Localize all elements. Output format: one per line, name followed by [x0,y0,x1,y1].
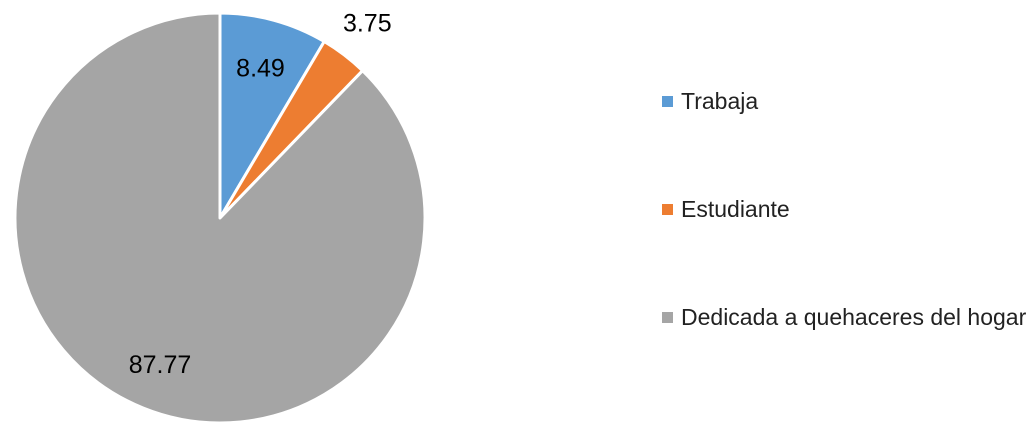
data-label: 8.49 [236,54,285,82]
legend-label: Estudiante [681,196,790,222]
legend: Trabaja Estudiante Dedicada a quehaceres d… [662,84,1032,334]
legend-item: Trabaja [662,84,1032,118]
legend-label: Trabaja [681,88,759,114]
data-label: 87.77 [129,351,192,379]
data-label: 3.75 [343,9,392,37]
legend-label: Dedicada a quehaceres del hogar [681,304,1027,330]
legend-swatch [662,96,673,107]
legend-item: Dedicada a quehaceres del hogar [662,300,1032,334]
pie-slice [13,11,427,423]
legend-item: Estudiante [662,192,1032,226]
pie-slice [218,11,326,220]
legend-swatch [662,312,673,323]
legend-swatch [662,204,673,215]
chart: 8.49 3.75 87.77 [13,9,427,423]
